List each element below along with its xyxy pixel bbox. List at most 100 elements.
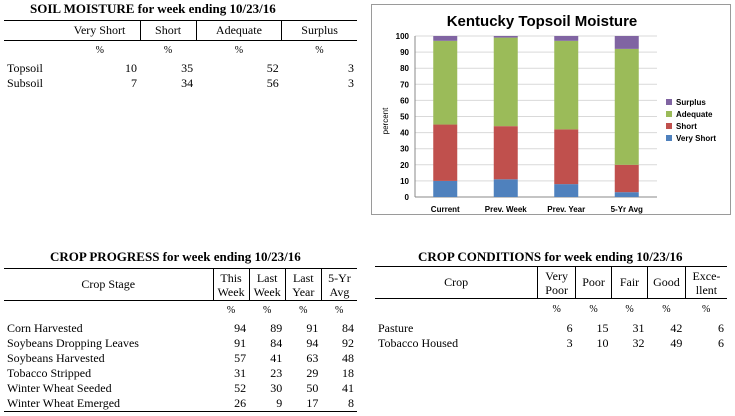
cell-value: 8 xyxy=(348,395,354,410)
cell-value: 6 xyxy=(718,335,724,350)
progress-col-header: 5-Yr Avg xyxy=(328,270,351,299)
x-tick-label: Prev. Year xyxy=(547,205,585,214)
bar-segment xyxy=(554,184,579,197)
crop-conditions-table: Crop Very Poor Poor Fair Good Exce-llent … xyxy=(375,266,727,351)
bar-segment xyxy=(433,180,458,197)
cell-value: 57 xyxy=(234,350,247,365)
cell-value: 41 xyxy=(270,350,283,365)
cell-value: 92 xyxy=(342,335,354,350)
crop-header: Crop xyxy=(375,266,539,299)
row-label: Soybeans Harvested xyxy=(7,350,105,365)
crop-progress-table: Crop Stage This Week Last Week Last Year 5-… xyxy=(4,268,357,412)
legend-swatch xyxy=(666,111,672,117)
bar-segment xyxy=(614,36,639,49)
row-label: Subsoil xyxy=(7,75,44,90)
bar-segment xyxy=(493,37,518,127)
row-label: Soybeans Dropping Leaves xyxy=(7,335,139,350)
cell-value: 32 xyxy=(632,335,645,350)
x-tick-label: Prev. Week xyxy=(485,205,528,214)
cell-value: 30 xyxy=(270,380,283,395)
conditions-col-header: Fair xyxy=(611,266,648,299)
x-tick-label: 5-Yr Avg xyxy=(611,205,643,214)
y-tick-label: 70 xyxy=(400,80,409,89)
pct-label: % xyxy=(702,304,711,316)
pct-label: % xyxy=(163,45,173,57)
chart-title: Kentucky Topsoil Moisture xyxy=(447,13,638,30)
legend-swatch xyxy=(666,123,672,129)
conditions-col-header: Good xyxy=(647,266,686,299)
bar-segment xyxy=(554,40,579,130)
crop-progress-title: CROP PROGRESS for week ending 10/23/16 xyxy=(50,249,301,264)
cell-value: 10 xyxy=(596,335,609,350)
pct-label: % xyxy=(552,304,561,316)
cell-value: 6 xyxy=(566,320,573,335)
bar-segment xyxy=(614,164,639,193)
cell-value: 3 xyxy=(348,75,354,90)
soil-col-header: Very Short xyxy=(59,20,141,41)
pct-label: % xyxy=(662,304,671,316)
row-label: Corn Harvested xyxy=(7,320,83,335)
row-label: Winter Wheat Seeded xyxy=(7,380,112,395)
y-tick-label: 0 xyxy=(405,193,410,202)
crop-conditions-title: CROP CONDITIONS for week ending 10/23/16 xyxy=(418,249,683,264)
crop-stage-header: Crop Stage xyxy=(4,268,214,301)
cell-value: 15 xyxy=(596,320,609,335)
cell-value: 31 xyxy=(234,365,247,380)
cell-value: 48 xyxy=(342,350,354,365)
cell-value: 18 xyxy=(342,365,354,380)
cell-value: 50 xyxy=(306,380,319,395)
cell-value: 17 xyxy=(306,395,319,410)
conditions-col-header: Exce-llent xyxy=(692,268,721,297)
row-label: Tobacco Stripped xyxy=(7,365,92,380)
cell-value: 3 xyxy=(566,335,573,350)
cell-value: 34 xyxy=(181,75,194,90)
pct-label: % xyxy=(234,45,244,57)
y-tick-label: 40 xyxy=(400,129,409,138)
cell-value: 29 xyxy=(306,365,319,380)
row-label: Pasture xyxy=(378,320,414,335)
row-label: Topsoil xyxy=(7,60,43,75)
cell-value: 89 xyxy=(270,320,283,335)
cell-value: 26 xyxy=(234,395,247,410)
cell-value: 94 xyxy=(234,320,247,335)
pct-label: % xyxy=(335,305,344,317)
progress-col-header: Last Year xyxy=(285,268,322,301)
bar-segment xyxy=(493,36,518,38)
pct-label: % xyxy=(226,305,236,317)
y-tick-label: 100 xyxy=(396,32,410,41)
legend-swatch xyxy=(666,135,672,141)
y-tick-label: 30 xyxy=(400,145,409,154)
legend-swatch xyxy=(666,99,672,105)
y-tick-label: 60 xyxy=(400,96,409,105)
bar-segment xyxy=(614,48,639,165)
chart-svg: Kentucky Topsoil Moisture percent 0 10 20 3… xyxy=(381,13,716,214)
cell-value: 84 xyxy=(342,320,354,335)
bar-segment xyxy=(493,126,518,180)
cell-value: 35 xyxy=(181,60,194,75)
cell-value: 31 xyxy=(632,320,645,335)
cell-value: 9 xyxy=(276,395,283,410)
pct-label: % xyxy=(625,304,634,316)
topsoil-chart: Kentucky Topsoil Moisture percent 0 10 20 3… xyxy=(371,4,731,215)
cell-value: 84 xyxy=(270,335,283,350)
cell-value: 94 xyxy=(306,335,319,350)
legend-label: Short xyxy=(676,122,697,131)
bar-segment xyxy=(493,179,518,197)
bar-segment xyxy=(554,36,579,41)
pct-label: % xyxy=(95,45,104,57)
legend-label: Surplus xyxy=(676,98,706,107)
row-label: Tobacco Housed xyxy=(378,335,459,350)
y-tick-label: 50 xyxy=(400,113,409,122)
pct-label: % xyxy=(263,305,272,317)
pct-label: % xyxy=(299,305,308,317)
bar-segment xyxy=(614,192,639,197)
chart-ylabel: percent xyxy=(381,107,390,134)
soil-row-header xyxy=(4,21,59,41)
legend-label: Adequate xyxy=(676,110,713,119)
cell-value: 3 xyxy=(348,60,354,75)
soil-moisture-table: Very Short Short Adequate Surplus % % % … xyxy=(4,20,357,91)
cell-value: 91 xyxy=(306,320,319,335)
soil-col-header: Surplus xyxy=(301,23,338,37)
cell-value: 6 xyxy=(718,320,724,335)
soil-col-header: Adequate xyxy=(196,20,283,41)
